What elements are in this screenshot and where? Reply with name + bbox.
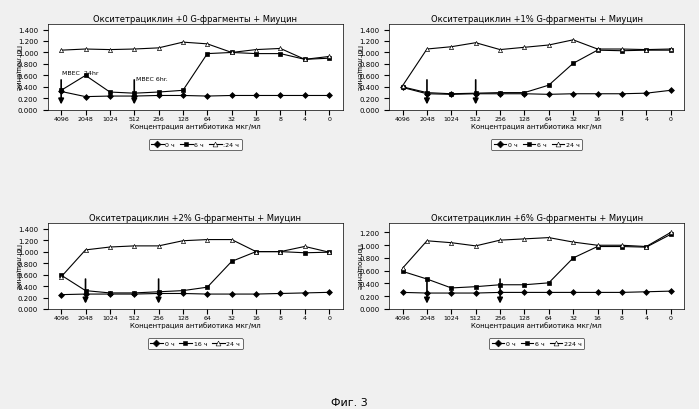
Title: Окситетрациклин +6% G-фрагменты + Миуцин: Окситетрациклин +6% G-фрагменты + Миуцин: [431, 213, 642, 222]
X-axis label: Концентрация антибиотика мкг/мл: Концентрация антибиотика мкг/мл: [130, 322, 261, 329]
Legend: 0 ч, 6 ч, 224 ч: 0 ч, 6 ч, 224 ч: [489, 339, 584, 349]
Title: Окситетрациклин +0 G-фрагменты + Миуцин: Окситетрациклин +0 G-фрагменты + Миуцин: [93, 15, 297, 24]
X-axis label: Концентрация антибиотика мкг/мл: Концентрация антибиотика мкг/мл: [471, 123, 602, 130]
X-axis label: Концентрация антибиотика мкг/мл: Концентрация антибиотика мкг/мл: [130, 123, 261, 130]
Y-axis label: Поглощение: Поглощение: [15, 45, 21, 91]
Legend: 0 ч, 6 ч, :24 ч: 0 ч, 6 ч, :24 ч: [148, 140, 242, 151]
Text: MBEC  24hr: MBEC 24hr: [62, 71, 99, 76]
Legend: 0 ч, 16 ч, 24 ч: 0 ч, 16 ч, 24 ч: [147, 339, 243, 349]
Text: MBEC 6hr.: MBEC 6hr.: [136, 77, 168, 82]
X-axis label: Концентрация антибиотика мкг/мл: Концентрация антибиотика мкг/мл: [471, 322, 602, 329]
Y-axis label: Поглощение: Поглощение: [356, 243, 363, 289]
Title: Окситетрациклин +1% G-фрагменты + Миуцин: Окситетрациклин +1% G-фрагменты + Миуцин: [431, 15, 642, 24]
Text: Фиг. 3: Фиг. 3: [331, 397, 368, 407]
Y-axis label: Поглощение: Поглощение: [15, 243, 21, 289]
Title: Окситетрациклин +2% G-фрагменты + Миуцин: Окситетрациклин +2% G-фрагменты + Миуцин: [89, 213, 301, 222]
Legend: 0 ч, 6 ч, 24 ч: 0 ч, 6 ч, 24 ч: [491, 140, 582, 151]
Y-axis label: Поглощение: Поглощение: [356, 45, 363, 91]
